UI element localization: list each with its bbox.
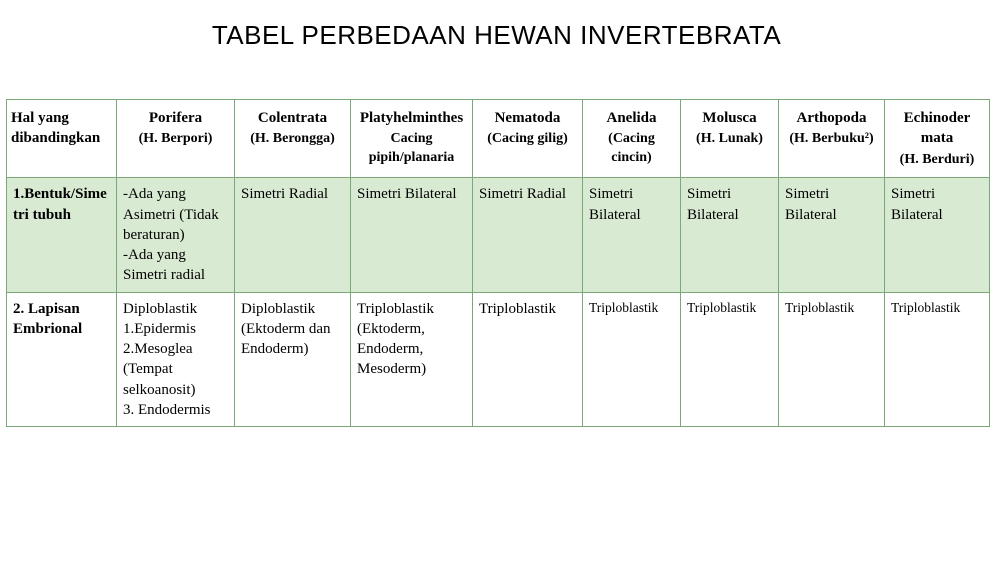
- table-cell: Triploblastik (Ektoderm, Endoderm, Mesod…: [351, 292, 473, 427]
- row-label: 1.Bentuk/Simetri tubuh: [7, 178, 117, 292]
- table-cell: Triploblastik: [583, 292, 681, 427]
- table-cell: Simetri Bilateral: [351, 178, 473, 292]
- table-cell: Triploblastik: [681, 292, 779, 427]
- col-header-1: Porifera (H. Berpori): [117, 100, 235, 178]
- page-title: TABEL PERBEDAAN HEWAN INVERTEBRATA: [6, 20, 987, 51]
- col-header-5: Anelida (Cacing cincin): [583, 100, 681, 178]
- table-cell: Diploblastik (Ektoderm dan Endoderm): [235, 292, 351, 427]
- table-cell: Simetri Bilateral: [779, 178, 885, 292]
- table-cell: Triploblastik: [779, 292, 885, 427]
- table-cell: Simetri Radial: [235, 178, 351, 292]
- table-cell: Simetri Bilateral: [885, 178, 990, 292]
- table-body: 1.Bentuk/Simetri tubuh-Ada yang Asimetri…: [7, 178, 990, 427]
- table-cell: Triploblastik: [885, 292, 990, 427]
- col-header-4: Nematoda (Cacing gilig): [473, 100, 583, 178]
- row-label: 2. Lapisan Embrional: [7, 292, 117, 427]
- col-header-3: Platyhelminthes Cacing pipih/planaria: [351, 100, 473, 178]
- col-header-0: Hal yang dibandingkan: [7, 100, 117, 178]
- comparison-table: Hal yang dibandingkan Porifera (H. Berpo…: [6, 99, 990, 427]
- col-header-8: Echinoder mata (H. Berduri): [885, 100, 990, 178]
- table-cell: Simetri Bilateral: [681, 178, 779, 292]
- table-cell: -Ada yang Asimetri (Tidak beraturan)-Ada…: [117, 178, 235, 292]
- table-cell: Simetri Radial: [473, 178, 583, 292]
- table-cell: Simetri Bilateral: [583, 178, 681, 292]
- col-header-6: Molusca (H. Lunak): [681, 100, 779, 178]
- table-cell: Diploblastik1.Epidermis2.Mesoglea (Tempa…: [117, 292, 235, 427]
- col-header-7: Arthopoda (H. Berbuku²): [779, 100, 885, 178]
- table-cell: Triploblastik: [473, 292, 583, 427]
- table-row: 1.Bentuk/Simetri tubuh-Ada yang Asimetri…: [7, 178, 990, 292]
- table-header-row: Hal yang dibandingkan Porifera (H. Berpo…: [7, 100, 990, 178]
- col-header-2: Colentrata (H. Berongga): [235, 100, 351, 178]
- table-row: 2. Lapisan EmbrionalDiploblastik1.Epider…: [7, 292, 990, 427]
